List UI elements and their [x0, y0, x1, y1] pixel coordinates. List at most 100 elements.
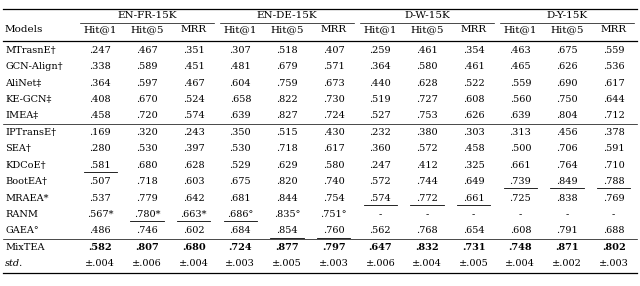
Text: .559: .559	[603, 46, 625, 55]
Text: MTrasnE†: MTrasnE†	[5, 46, 56, 55]
Text: .744: .744	[416, 177, 438, 186]
Text: .602: .602	[183, 227, 204, 235]
Text: .661: .661	[463, 194, 484, 202]
Text: .571: .571	[323, 62, 344, 71]
Text: .642: .642	[183, 194, 205, 202]
Text: .515: .515	[276, 128, 298, 137]
Text: .608: .608	[509, 227, 531, 235]
Text: .759: .759	[276, 79, 298, 88]
Text: .518: .518	[276, 46, 298, 55]
Text: Hit@1: Hit@1	[504, 25, 537, 35]
Text: .670: .670	[136, 95, 158, 104]
Text: .397: .397	[183, 144, 205, 153]
Text: .451: .451	[183, 62, 205, 71]
Text: .739: .739	[509, 177, 531, 186]
Text: -: -	[426, 210, 429, 219]
Text: .688: .688	[603, 227, 625, 235]
Text: .378: .378	[603, 128, 625, 137]
Text: .768: .768	[416, 227, 438, 235]
Text: .644: .644	[603, 95, 625, 104]
Text: .706: .706	[556, 144, 578, 153]
Text: MRR: MRR	[600, 25, 627, 35]
Text: .407: .407	[323, 46, 344, 55]
Text: .788: .788	[603, 177, 625, 186]
Text: .780*: .780*	[134, 210, 160, 219]
Text: Hit@5: Hit@5	[550, 25, 584, 35]
Text: .247: .247	[369, 161, 391, 170]
Text: .412: .412	[416, 161, 438, 170]
Text: .725: .725	[509, 194, 531, 202]
Text: MixTEA: MixTEA	[5, 243, 45, 252]
Text: RANM: RANM	[5, 210, 38, 219]
Text: .486: .486	[90, 227, 111, 235]
Text: D-W-15K: D-W-15K	[404, 11, 450, 21]
Text: .639: .639	[230, 112, 251, 120]
Text: .854: .854	[276, 227, 298, 235]
Text: .243: .243	[183, 128, 205, 137]
Text: .500: .500	[509, 144, 531, 153]
Text: .562: .562	[369, 227, 391, 235]
Text: .338: .338	[90, 62, 111, 71]
Text: .754: .754	[323, 194, 344, 202]
Text: .663*: .663*	[180, 210, 207, 219]
Text: .764: .764	[556, 161, 578, 170]
Text: .871: .871	[556, 243, 579, 252]
Text: .675: .675	[230, 177, 251, 186]
Text: GCN-Align†: GCN-Align†	[5, 62, 63, 71]
Text: .529: .529	[230, 161, 251, 170]
Text: .718: .718	[276, 144, 298, 153]
Text: .463: .463	[509, 46, 531, 55]
Text: .603: .603	[183, 177, 204, 186]
Text: .461: .461	[463, 62, 484, 71]
Text: .430: .430	[323, 128, 344, 137]
Text: .769: .769	[603, 194, 625, 202]
Text: .760: .760	[323, 227, 344, 235]
Text: .307: .307	[230, 46, 252, 55]
Text: .354: .354	[463, 46, 484, 55]
Text: .680: .680	[136, 161, 157, 170]
Text: .617: .617	[323, 144, 344, 153]
Text: .832: .832	[415, 243, 439, 252]
Text: .608: .608	[463, 95, 484, 104]
Text: MRR: MRR	[180, 25, 207, 35]
Text: ±.006: ±.006	[365, 259, 396, 268]
Text: .807: .807	[135, 243, 159, 252]
Text: .536: .536	[603, 62, 625, 71]
Text: .748: .748	[509, 243, 532, 252]
Text: .458: .458	[90, 112, 111, 120]
Text: .313: .313	[509, 128, 531, 137]
Text: IMEA‡: IMEA‡	[5, 112, 38, 120]
Text: .718: .718	[136, 177, 158, 186]
Text: MRR: MRR	[461, 25, 487, 35]
Text: .772: .772	[416, 194, 438, 202]
Text: .686°: .686°	[227, 210, 253, 219]
Text: .364: .364	[90, 79, 111, 88]
Text: .802: .802	[602, 243, 625, 252]
Text: .730: .730	[323, 95, 344, 104]
Text: .746: .746	[136, 227, 158, 235]
Text: -: -	[612, 210, 615, 219]
Text: ±.002: ±.002	[552, 259, 582, 268]
Text: .380: .380	[416, 128, 438, 137]
Text: ±.004: ±.004	[506, 259, 535, 268]
Text: .364: .364	[369, 62, 391, 71]
Text: .280: .280	[90, 144, 111, 153]
Text: .567*: .567*	[87, 210, 113, 219]
Text: .360: .360	[369, 144, 391, 153]
Text: .320: .320	[136, 128, 158, 137]
Text: .522: .522	[463, 79, 484, 88]
Text: .654: .654	[463, 227, 484, 235]
Text: ±.004: ±.004	[85, 259, 115, 268]
Text: .572: .572	[416, 144, 438, 153]
Text: .835°: .835°	[274, 210, 300, 219]
Text: .530: .530	[230, 144, 251, 153]
Text: .467: .467	[136, 46, 158, 55]
Text: .351: .351	[183, 46, 205, 55]
Text: .530: .530	[136, 144, 158, 153]
Text: .628: .628	[416, 79, 438, 88]
Text: .169: .169	[90, 128, 111, 137]
Text: .681: .681	[230, 194, 251, 202]
Text: ±.003: ±.003	[599, 259, 628, 268]
Text: .247: .247	[90, 46, 111, 55]
Text: .779: .779	[136, 194, 158, 202]
